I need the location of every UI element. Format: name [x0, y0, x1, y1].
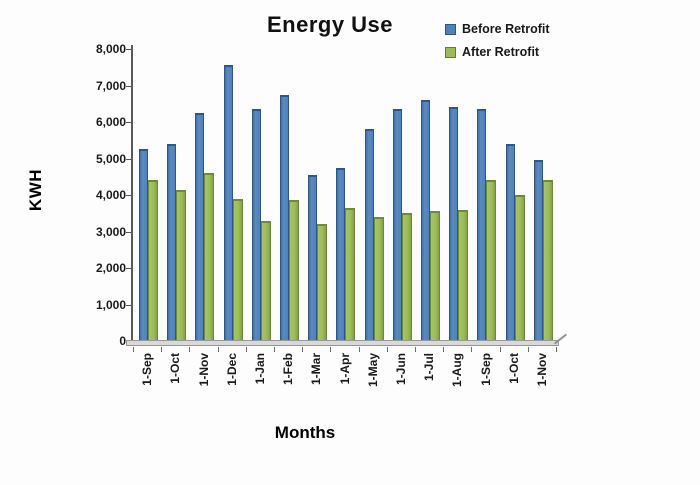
y-axis-tick-label: 2,000: [95, 261, 126, 275]
x-axis-tick: [302, 347, 304, 352]
bar-after-retrofit: [232, 198, 243, 341]
bar-before-retrofit: [449, 107, 459, 341]
x-axis-tick: [556, 347, 557, 352]
bar-before-retrofit: [195, 112, 205, 341]
bar-before-retrofit: [223, 65, 233, 341]
bar-after-retrofit: [401, 213, 412, 341]
x-axis-tick: [217, 347, 219, 352]
x-axis-tick-label: 1-Sep: [478, 353, 493, 386]
y-axis-tick: [126, 122, 132, 123]
bar-before-retrofit: [505, 143, 515, 341]
legend-swatch-after-retrofit-icon: [445, 46, 456, 58]
x-axis-title: Months: [274, 423, 336, 442]
x-axis-tick-label: 1-Mar: [309, 353, 324, 386]
x-axis-tick: [471, 347, 473, 352]
bar-after-retrofit: [148, 180, 158, 341]
y-axis-tick-label: 8,000: [95, 42, 126, 56]
chart-title: Energy Use: [266, 12, 394, 37]
bar-before-retrofit: [421, 100, 430, 341]
x-axis-tick-label: 1-Feb: [281, 353, 296, 386]
bar-before-retrofit: [336, 167, 346, 341]
y-axis-line: [131, 45, 133, 343]
bar-after-retrofit: [458, 209, 469, 341]
x-axis-tick: [274, 347, 275, 352]
y-axis-tick: [126, 49, 132, 50]
x-axis-tick-label: 1-Jun: [393, 353, 408, 386]
bar-before-retrofit: [308, 174, 318, 341]
y-axis-tick: [126, 268, 132, 269]
y-axis-tick-label: 0: [119, 334, 126, 348]
y-axis-tick: [126, 85, 132, 87]
y-axis-tick: [126, 231, 132, 233]
bar-after-retrofit: [317, 224, 328, 341]
x-axis-tick: [330, 347, 332, 352]
x-axis-tick-label: 1-Jan: [252, 353, 267, 385]
x-axis-tick-label: 1-Oct: [168, 353, 183, 384]
bar-after-retrofit: [486, 180, 497, 341]
x-axis-tick: [499, 347, 501, 352]
bar-after-retrofit: [373, 216, 384, 341]
bar-after-retrofit: [345, 207, 356, 341]
bar-before-retrofit: [392, 109, 402, 341]
bar-before-retrofit: [251, 109, 261, 341]
x-axis-tick-label: 1-Sep: [140, 353, 155, 386]
legend-label-before-retrofit: Before Retrofit: [462, 22, 550, 36]
y-axis-tick: [126, 304, 132, 306]
x-axis-tick: [443, 347, 445, 352]
x-axis-tick-label: 1-Nov: [196, 353, 211, 387]
x-axis-tick: [358, 347, 360, 352]
legend-item-before-retrofit: Before Retrofit: [445, 20, 550, 38]
x-axis-tick: [527, 347, 529, 352]
x-axis-tick-label: 1-Jul: [422, 353, 437, 382]
x-axis-tick-label: 1-Dec: [224, 353, 239, 386]
x-axis-tick: [133, 347, 134, 352]
y-axis-tick-label: 4,000: [95, 188, 126, 202]
y-axis-tick-label: 7,000: [95, 78, 126, 93]
x-axis-tick: [189, 347, 191, 352]
bar-after-retrofit: [514, 195, 525, 341]
y-axis-tick: [126, 195, 132, 196]
bar-before-retrofit: [167, 143, 177, 341]
x-axis-tick: [415, 347, 416, 352]
x-axis-base: [126, 340, 559, 346]
bar-after-retrofit: [542, 180, 553, 341]
bar-before-retrofit: [364, 129, 374, 341]
y-axis-tick-label: 6,000: [95, 115, 126, 129]
x-axis-tick-label: 1-Oct: [506, 353, 521, 384]
x-axis-tick: [245, 347, 247, 352]
y-axis-tick-label: 5,000: [95, 151, 126, 166]
x-axis-tick-label: 1-Apr: [337, 353, 352, 385]
x-axis-tick-label: 1-May: [365, 353, 380, 388]
y-axis-tick-label: 1,000: [95, 297, 126, 312]
legend-swatch-before-retrofit-icon: [445, 23, 456, 35]
y-axis-tick: [126, 158, 132, 160]
bar-after-retrofit: [204, 173, 215, 341]
bar-before-retrofit: [280, 94, 289, 341]
x-axis-tick: [386, 347, 388, 352]
bar-before-retrofit: [533, 160, 543, 341]
y-axis-title: KWH: [26, 168, 45, 212]
bar-after-retrofit: [260, 220, 271, 341]
x-axis-tick: [161, 347, 163, 352]
x-axis-tick-label: 1-Aug: [450, 353, 465, 387]
y-axis-tick-label: 3,000: [95, 224, 126, 239]
x-axis-tick-label: 1-Nov: [534, 353, 549, 387]
bar-before-retrofit: [477, 109, 487, 341]
legend-item-after-retrofit: After Retrofit: [445, 43, 550, 61]
chart-legend: Before Retrofit After Retrofit: [445, 20, 550, 66]
bar-after-retrofit: [176, 189, 187, 341]
x-axis-base-3d-edge: [553, 333, 568, 345]
bar-after-retrofit: [430, 211, 440, 341]
legend-label-after-retrofit: After Retrofit: [462, 45, 540, 59]
bar-before-retrofit: [139, 149, 148, 341]
bar-after-retrofit: [289, 200, 299, 341]
